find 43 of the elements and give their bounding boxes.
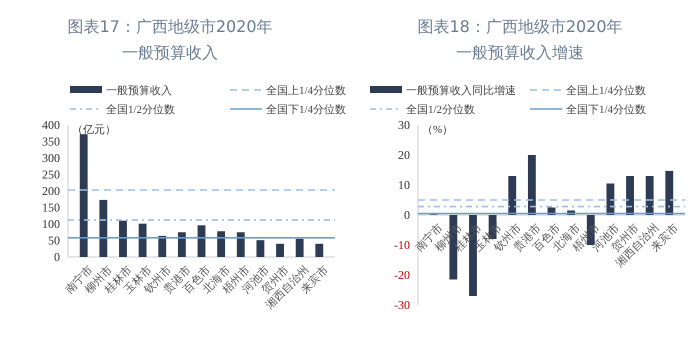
bar (626, 176, 634, 215)
y-tick-label: 50 (48, 234, 60, 248)
y-tick-label: 0 (404, 208, 410, 222)
bar (276, 244, 284, 257)
bar (80, 134, 88, 257)
bar (198, 225, 206, 257)
y-tick-label: 10 (398, 178, 410, 192)
bar (315, 244, 324, 257)
bar (119, 220, 127, 257)
legend-label: 全国上1/4分位数 (266, 84, 346, 97)
y-tick-label: 200 (42, 184, 60, 198)
bar (296, 238, 304, 257)
y-tick-label: -20 (394, 268, 410, 282)
chart-subtitle: 一般预算收入增速 (456, 43, 584, 62)
y-tick-label: 400 (42, 118, 60, 132)
y-tick-label: 300 (42, 151, 60, 165)
legend-label: 全国1/2分位数 (406, 104, 476, 116)
y-axis-title: （%） (422, 124, 454, 136)
legend-label: 全国1/2分位数 (106, 104, 176, 116)
y-tick-label: -30 (394, 298, 410, 312)
chart-title: 图表18：广西地级市2020年 (417, 17, 623, 36)
bar (528, 155, 536, 215)
y-tick-label: 150 (42, 200, 60, 214)
legend-label: 一般预算收入同比增速 (406, 84, 516, 97)
legend-label: 全国下1/4分位数 (266, 104, 346, 116)
bar (178, 232, 186, 257)
y-axis-title: （亿元） (72, 124, 116, 136)
legend-label: 全国下1/4分位数 (566, 104, 646, 116)
y-tick-label: 0 (54, 250, 60, 264)
y-tick-label: 30 (398, 118, 410, 132)
bar (138, 224, 147, 257)
chart-title: 图表17：广西地级市2020年 (67, 17, 273, 36)
legend-label: 一般预算收入 (106, 84, 172, 97)
y-tick-label: 350 (42, 134, 60, 148)
chart-subtitle: 一般预算收入 (122, 43, 218, 62)
y-tick-label: 250 (42, 168, 60, 182)
y-tick-label: 20 (398, 148, 410, 162)
y-tick-label: 100 (42, 217, 60, 231)
bar (256, 240, 264, 257)
y-tick-label: -10 (394, 238, 410, 252)
legend-label: 全国上1/4分位数 (566, 84, 646, 97)
bar (99, 200, 108, 257)
bar (217, 231, 226, 257)
